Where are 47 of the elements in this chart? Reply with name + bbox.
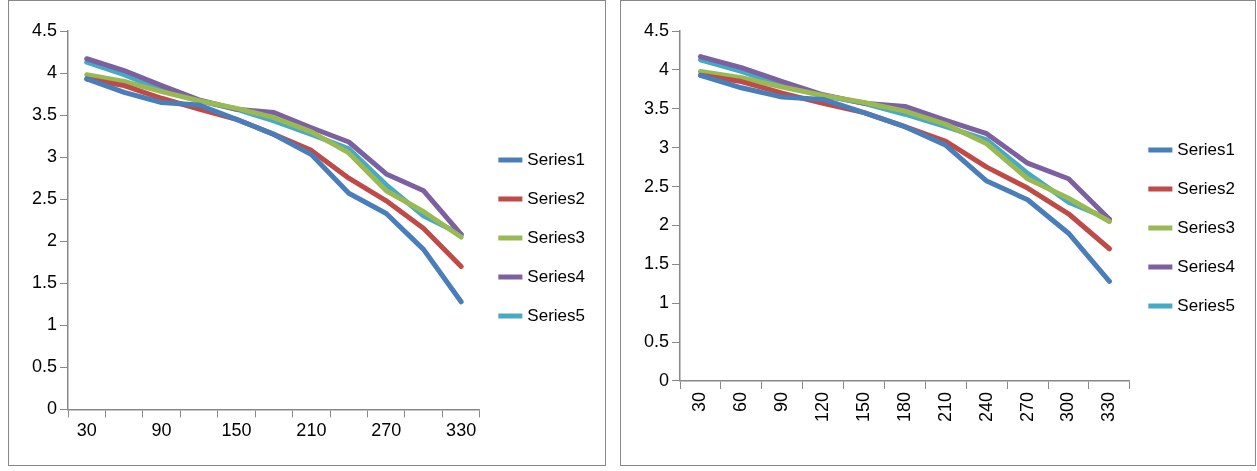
x-tick-label: 330 xyxy=(1098,391,1119,423)
legend-label: Series5 xyxy=(1177,295,1235,315)
y-tick-label: 4 xyxy=(659,58,670,79)
y-tick-label: 2.5 xyxy=(31,188,58,209)
x-tick-label: 180 xyxy=(893,391,914,423)
y-tick-label: 4.5 xyxy=(31,19,58,40)
legend-label: Series2 xyxy=(1177,178,1235,198)
y-tick-label: 3 xyxy=(47,146,58,167)
x-tick-label: 30 xyxy=(76,420,97,441)
x-tick-label: 90 xyxy=(771,391,792,412)
legend-label: Series5 xyxy=(527,305,585,325)
x-tick-label: 150 xyxy=(221,420,252,441)
y-tick-label: 2.5 xyxy=(643,175,670,196)
y-tick-label: 3.5 xyxy=(643,97,670,118)
legend-label: Series4 xyxy=(1177,256,1235,276)
y-tick-label: 1 xyxy=(659,292,670,313)
x-tick-label: 30 xyxy=(689,391,710,412)
y-tick-label: 3 xyxy=(659,136,670,157)
x-tick-label: 300 xyxy=(1057,391,1078,423)
y-tick-label: 0 xyxy=(659,369,670,390)
x-tick-label: 90 xyxy=(151,420,172,441)
y-tick-label: 3.5 xyxy=(31,104,58,125)
y-tick-label: 0.5 xyxy=(31,356,58,377)
x-tick-label: 120 xyxy=(812,391,833,423)
y-tick-label: 4 xyxy=(47,62,58,83)
legend-label: Series3 xyxy=(527,227,585,247)
legend-label: Series4 xyxy=(527,266,585,286)
y-tick-label: 1.5 xyxy=(31,272,58,293)
y-tick-label: 0.5 xyxy=(643,331,670,352)
x-tick-label: 210 xyxy=(934,391,955,423)
x-tick-label: 210 xyxy=(296,420,327,441)
x-tick-label: 270 xyxy=(371,420,402,441)
y-tick-label: 2 xyxy=(659,214,670,235)
y-tick-label: 4.5 xyxy=(643,19,670,40)
legend-label: Series3 xyxy=(1177,217,1235,237)
x-tick-label: 330 xyxy=(446,420,477,441)
y-tick-label: 1 xyxy=(47,314,58,335)
legend-label: Series2 xyxy=(527,188,585,208)
legend-label: Series1 xyxy=(1177,139,1235,159)
y-tick-label: 1.5 xyxy=(643,253,670,274)
x-tick-label: 60 xyxy=(730,391,751,412)
x-tick-label: 240 xyxy=(975,391,996,423)
legend-label: Series1 xyxy=(527,149,585,169)
x-tick-label: 270 xyxy=(1016,391,1037,423)
y-tick-label: 2 xyxy=(47,230,58,251)
y-tick-label: 0 xyxy=(47,398,58,419)
x-tick-label: 150 xyxy=(853,391,874,423)
